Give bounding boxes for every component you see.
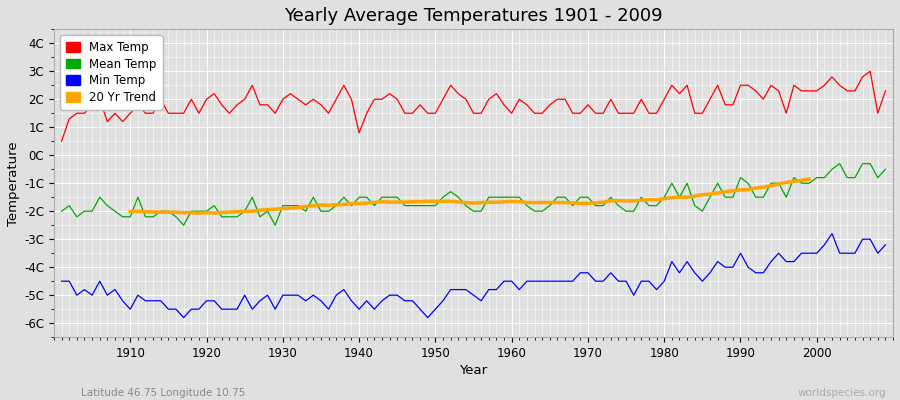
Y-axis label: Temperature: Temperature xyxy=(7,141,20,226)
X-axis label: Year: Year xyxy=(459,364,488,377)
Text: worldspecies.org: worldspecies.org xyxy=(798,388,886,398)
Legend: Max Temp, Mean Temp, Min Temp, 20 Yr Trend: Max Temp, Mean Temp, Min Temp, 20 Yr Tre… xyxy=(60,35,163,110)
Text: Latitude 46.75 Longitude 10.75: Latitude 46.75 Longitude 10.75 xyxy=(81,388,246,398)
Title: Yearly Average Temperatures 1901 - 2009: Yearly Average Temperatures 1901 - 2009 xyxy=(284,7,662,25)
